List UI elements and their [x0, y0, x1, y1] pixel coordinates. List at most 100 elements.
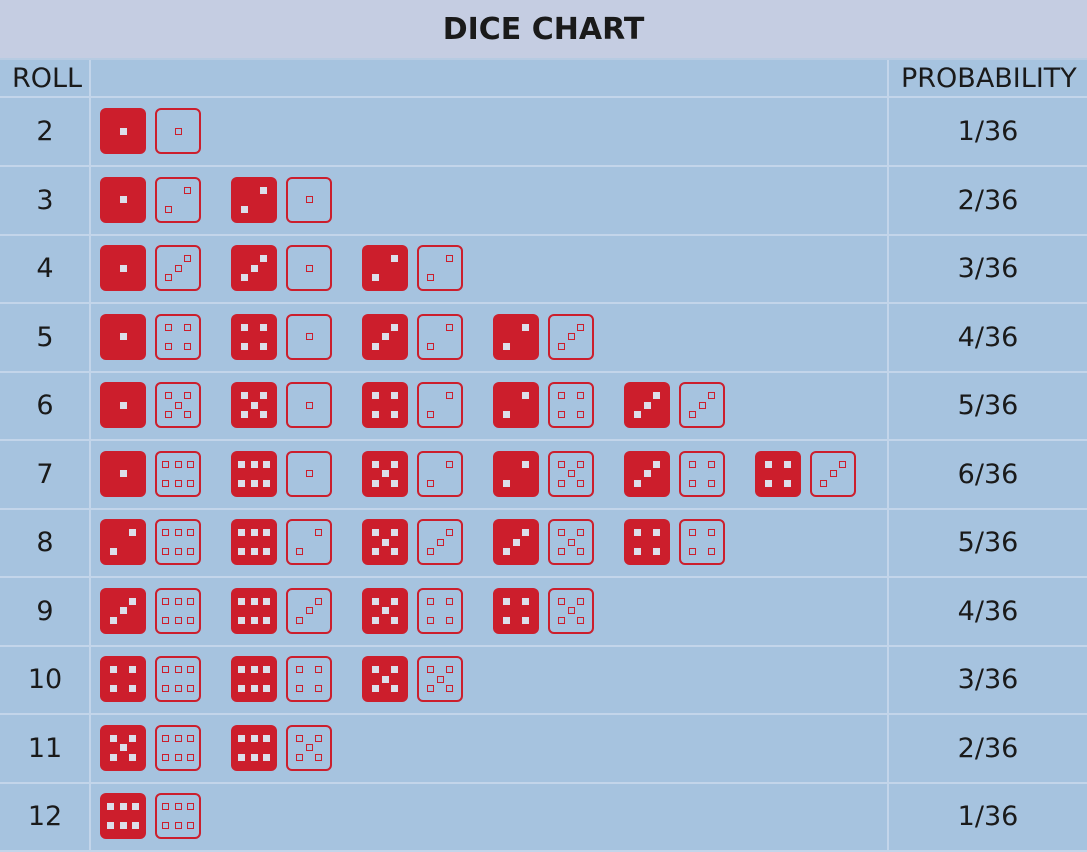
die-pip: [558, 529, 565, 536]
die-pip: [162, 460, 169, 468]
die-pip: [512, 538, 520, 546]
die-pip: [558, 392, 565, 399]
die-pip: [427, 666, 434, 673]
red-die-two: [493, 450, 539, 497]
die-pip: [174, 460, 182, 468]
die-pip: [558, 342, 565, 350]
die-pip: [263, 460, 270, 468]
die-pip: [634, 529, 641, 536]
die-pip: [184, 392, 191, 399]
red-die-five: [231, 382, 277, 428]
die-pip: [129, 529, 136, 536]
die-pip: [577, 460, 584, 468]
die-pip: [250, 479, 258, 487]
die-pip: [427, 548, 434, 555]
probability-header: PROBABILITY: [901, 62, 1077, 94]
die-pip: [119, 401, 127, 409]
red-die-three: [493, 519, 539, 565]
die-pip: [119, 264, 127, 272]
die-pip: [263, 666, 270, 673]
die-pip: [187, 529, 194, 536]
table-row: 12 1/36: [0, 783, 1087, 852]
die-pip: [110, 666, 117, 673]
red-die-six: [231, 519, 277, 565]
die-pip: [839, 460, 846, 468]
die-pip: [241, 274, 248, 281]
probability-value: 5/36: [957, 527, 1019, 558]
die-pip: [119, 333, 127, 340]
die-pip: [119, 822, 127, 829]
die-pip: [187, 616, 194, 624]
die-pip: [241, 323, 248, 331]
white-die-three: [548, 313, 594, 360]
roll-value: 8: [36, 527, 54, 558]
die-pip: [250, 616, 258, 624]
die-pip: [634, 411, 641, 418]
table-row: 10 3/36: [0, 646, 1087, 715]
die-pip: [238, 529, 245, 536]
die-pip: [187, 548, 194, 555]
red-die-three: [362, 313, 408, 360]
dice-combinations: [100, 450, 890, 499]
die-pip: [174, 803, 182, 810]
die-pip: [391, 323, 398, 331]
red-die-four: [231, 313, 277, 360]
die-pip: [132, 822, 139, 829]
die-pip: [174, 264, 182, 272]
die-pip: [427, 274, 434, 281]
die-pip: [296, 616, 303, 624]
die-pip: [653, 460, 660, 468]
red-die-four: [755, 450, 801, 497]
table-row: 2 1/36: [0, 98, 1087, 167]
die-pip: [372, 685, 379, 692]
die-pip: [250, 734, 258, 742]
die-pip: [187, 753, 194, 761]
white-die-three: [155, 245, 201, 291]
red-die-five: [362, 519, 408, 565]
roll-value: 6: [36, 390, 54, 421]
red-die-two: [493, 382, 539, 428]
red-die-one: [100, 382, 146, 428]
table-row: 11 2/36: [0, 715, 1087, 784]
die-pip: [238, 479, 245, 487]
die-pip: [119, 803, 127, 810]
white-die-one: [286, 245, 332, 291]
die-pip: [296, 666, 303, 673]
die-pip: [372, 274, 379, 281]
die-pip: [381, 470, 389, 477]
white-die-two: [417, 245, 463, 291]
die-pip: [391, 255, 398, 262]
die-pip: [119, 470, 127, 477]
die-pip: [427, 342, 434, 350]
die-pip: [503, 479, 510, 487]
die-pip: [391, 479, 398, 487]
die-pip: [187, 666, 194, 673]
die-pip: [558, 597, 565, 605]
white-die-five: [417, 656, 463, 702]
die-pip: [165, 392, 172, 399]
die-pip: [110, 753, 117, 761]
chart-title: DICE CHART: [0, 0, 1087, 60]
die-pip: [689, 548, 696, 555]
die-pip: [577, 529, 584, 536]
die-pip: [577, 616, 584, 624]
die-pip: [820, 479, 827, 487]
die-pip: [381, 538, 389, 546]
die-pip: [315, 685, 322, 692]
die-pip: [263, 734, 270, 742]
die-pip: [372, 597, 379, 605]
probability-value: 3/36: [957, 253, 1019, 284]
die-pip: [446, 460, 453, 468]
die-pip: [315, 597, 322, 605]
die-pip: [174, 597, 182, 605]
die-pip: [391, 666, 398, 673]
die-pip: [708, 529, 715, 536]
die-pip: [577, 411, 584, 418]
dice-combinations: [100, 108, 890, 156]
die-pip: [110, 734, 117, 742]
die-pip: [305, 744, 313, 751]
die-pip: [165, 205, 172, 213]
die-pip: [238, 616, 245, 624]
dice-combinations: [100, 245, 890, 293]
